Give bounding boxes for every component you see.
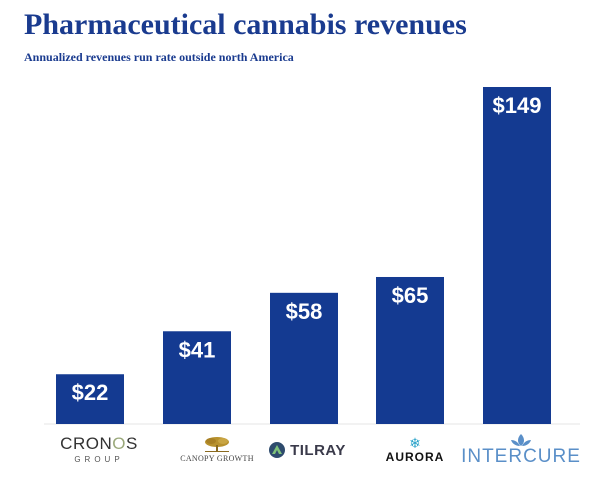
intercure-wordmark: INTERCURE xyxy=(461,446,581,467)
bar-cronos-group xyxy=(56,374,124,424)
bar-intercure xyxy=(483,87,551,424)
bar-value-label: $149 xyxy=(493,93,542,118)
bar-aurora xyxy=(376,276,444,424)
cronos-group-logo: CRONOS GROUP xyxy=(44,428,154,472)
bar-value-label: $41 xyxy=(179,337,216,362)
cronos-sub-wordmark: GROUP xyxy=(74,455,124,464)
canopy-growth-logo: CANOPY GROWTH xyxy=(152,428,282,472)
bar-value-label: $65 xyxy=(392,283,429,308)
cronos-wordmark: CRONOS xyxy=(60,434,138,453)
bar-value-label: $22 xyxy=(72,380,109,405)
tilray-icon xyxy=(269,442,286,458)
tilray-wordmark: TILRAY xyxy=(290,441,346,459)
bar-value-label: $58 xyxy=(286,299,323,324)
aurora-wordmark: AURORA xyxy=(385,450,445,464)
chart-subtitle: Annualized revenues run rate outside nor… xyxy=(24,50,294,64)
tilray-logo: TILRAY xyxy=(252,428,362,472)
aurora-snowflake-icon: ❄ xyxy=(409,435,421,451)
intercure-logo: INTERCURE xyxy=(456,428,586,472)
bar-tilray xyxy=(270,292,338,424)
intercure-leaf-icon xyxy=(511,434,531,446)
aurora-logo: ❄ AURORA xyxy=(360,428,470,472)
chart-title: Pharmaceutical cannabis revenues xyxy=(24,8,467,41)
canopy-emblem-icon xyxy=(205,437,229,452)
canopy-wordmark: CANOPY GROWTH xyxy=(180,454,254,463)
bar-canopy-growth xyxy=(163,331,231,424)
